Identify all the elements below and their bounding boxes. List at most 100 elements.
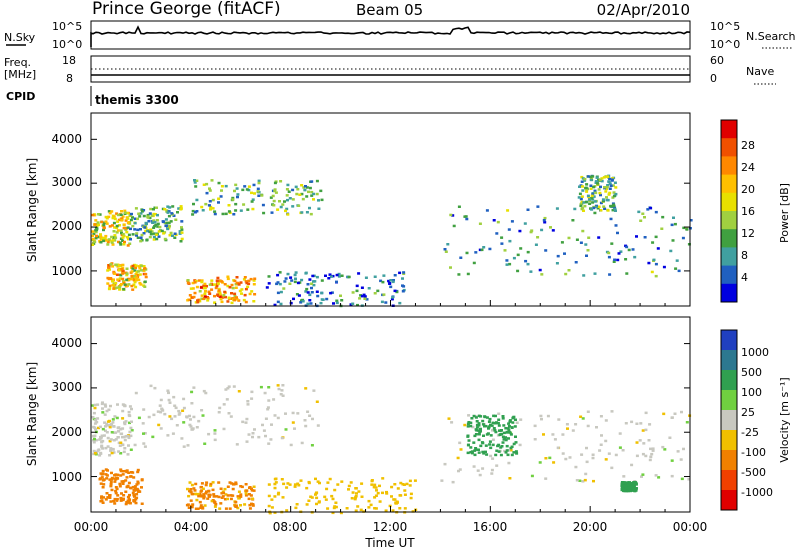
vel-cell [618, 446, 622, 449]
vel-cell [498, 433, 502, 437]
vel-cell [489, 446, 493, 450]
power-cell [236, 195, 239, 199]
vel-cell [607, 452, 611, 455]
power-cell [607, 255, 611, 259]
power-cell [402, 272, 406, 275]
vel-cell [293, 483, 297, 486]
vel-cell [648, 423, 652, 426]
vel-cell [376, 491, 380, 495]
power-cell [117, 218, 121, 222]
power-cell [586, 194, 590, 198]
vel-cell [246, 403, 250, 406]
vel-cell [237, 490, 241, 493]
vel-cell [471, 425, 475, 429]
power-cell [167, 210, 171, 213]
power-colorbar-swatch [721, 265, 737, 285]
vel-cell [240, 485, 244, 489]
power-cell [585, 254, 588, 257]
vel-cell [117, 429, 121, 433]
power-cell [121, 236, 125, 239]
vel-cell [333, 488, 337, 492]
power-cell [291, 188, 295, 192]
vel-cell [651, 447, 655, 450]
vel-cell [403, 489, 407, 492]
vel-cell [247, 433, 251, 436]
vel-cell [466, 422, 470, 425]
vel-cell [622, 475, 626, 478]
vel-cell [229, 415, 233, 418]
power-cell [91, 213, 95, 217]
vel-cell [539, 414, 543, 418]
vel-cell [116, 403, 119, 406]
power-cell [654, 274, 658, 278]
power-cell [451, 214, 455, 217]
vel-cell [578, 479, 582, 482]
vel-cell [651, 449, 655, 452]
vel-cell [374, 494, 378, 497]
vel-cell [463, 423, 467, 427]
vel-cell [102, 483, 106, 486]
vel-cell [159, 427, 163, 430]
power-cell [152, 232, 156, 235]
power-cell [114, 263, 118, 267]
vel-cell [511, 421, 515, 424]
vel-cell [374, 486, 378, 489]
power-cell [589, 187, 593, 190]
power-cell [216, 282, 220, 285]
vel-cell [391, 509, 395, 512]
power-cell [579, 202, 583, 206]
power-cell [208, 292, 212, 295]
vel-cell [373, 507, 377, 510]
power-cell [256, 190, 260, 193]
power-cell [170, 212, 174, 215]
vel-cell [314, 493, 317, 496]
power-cell [137, 265, 141, 268]
vel-cell [481, 419, 485, 423]
power-cell [652, 258, 656, 262]
power-cell [584, 200, 588, 204]
vel-cell [114, 431, 118, 434]
power-cell [138, 215, 142, 218]
power-cell [136, 236, 140, 239]
power-cell [152, 219, 156, 222]
power-cell [196, 299, 199, 302]
vel-cell [599, 415, 603, 418]
power-cell [232, 213, 236, 216]
vel-cell [185, 416, 189, 419]
power-cell [228, 211, 232, 214]
power-cell [560, 241, 564, 244]
power-cell [121, 272, 125, 275]
power-cell [204, 202, 208, 206]
power-cell [306, 302, 310, 306]
power-cell [589, 178, 593, 182]
power-cell [252, 183, 256, 187]
vel-cell [469, 446, 473, 449]
vel-cell [510, 426, 514, 429]
vel-cell [122, 435, 126, 439]
vel-cell [507, 425, 511, 428]
power-cell [315, 290, 319, 293]
power-cell [270, 211, 274, 214]
vel-cell [315, 400, 319, 403]
power-cell [226, 300, 230, 303]
vel-cell [104, 473, 108, 476]
power-cell [115, 226, 119, 230]
power-cell [203, 282, 207, 286]
vel-cell [399, 481, 403, 485]
x-axis: 00:00 04:00 08:00 12:00 16:00 20:00 00:0… [74, 520, 708, 550]
power-cell [116, 265, 120, 268]
noise-left-tick-top: 10^5 [52, 20, 82, 33]
vel-cell [126, 495, 130, 499]
vel-cell [108, 454, 112, 457]
vel-cell [142, 432, 145, 435]
vel-cell [273, 486, 277, 490]
vel-cell [682, 447, 685, 451]
power-cell [240, 292, 243, 295]
power-cell [115, 231, 119, 234]
noise-right-tick-bottom: 10^0 [710, 38, 740, 51]
power-cell [122, 287, 126, 291]
vel-cell [257, 435, 261, 439]
power-cell [174, 218, 178, 221]
power-cell [330, 291, 334, 294]
vel-cell [474, 433, 478, 436]
